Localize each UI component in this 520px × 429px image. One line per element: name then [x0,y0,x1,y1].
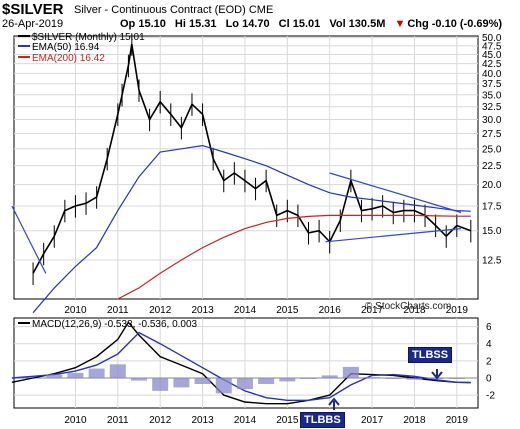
legend-ema200-label: EMA(200) 16.42 [32,53,105,64]
macd-x-tick-label: 2019 [446,415,469,426]
price-y-tick-label: 45.0 [482,50,502,61]
price-y-tick-label: 17.5 [482,201,502,212]
macd-histogram-bar [406,378,423,380]
macd-histogram-bar [131,378,148,381]
symbol-title: $SILVER [2,1,64,18]
price-x-tick-label: 2011 [107,305,129,316]
description-text: Silver - Continuous Contract (EOD) [74,4,246,16]
price-y-tick-label: 35.0 [482,90,502,101]
macd-histogram-bar [67,372,84,378]
macd-x-tick-label: 2015 [276,415,299,426]
price-x-tick-label: 2013 [191,305,214,316]
price-y-tick-label: 40.0 [482,69,502,80]
price-y-tick-label: 32.5 [482,102,502,113]
price-legend: $SILVER (Monthly) 15.01 EMA(50) 16.94 EM… [18,32,145,64]
macd-x-tick-label: 2010 [64,415,87,426]
price-x-tick-label: 2012 [149,305,172,316]
tlbss-arrow [431,369,443,380]
macd-histogram-bar [321,375,338,378]
quote-open: Op 15.10 [120,18,166,30]
price-x-tick-label: 2010 [64,305,87,316]
watermark: © StockCharts.com [365,301,452,312]
trendline [325,228,462,243]
macd-histogram-bar [448,377,465,379]
tlbss-annotation: TLBSS [408,347,453,363]
price-y-tick-label: 12.5 [482,255,502,266]
price-y-tick-label: 42.5 [482,59,502,70]
quote-bar: Op 15.10 Hi 15.31 Lo 14.70 Cl 15.01 Vol … [120,18,508,30]
macd-histogram-bar [215,378,232,394]
macd-histogram-bar [342,366,359,378]
macd-x-tick-label: 2011 [107,415,129,426]
exchange-text: CME [248,4,274,16]
price-y-tick-label: 27.5 [482,129,502,140]
legend-macd-label: MACD(12,26,9) -0.533, -0.536, 0.003 [32,319,198,330]
price-x-tick-label: 2016 [319,305,342,316]
macd-histogram-bar [194,378,211,384]
macd-x-tick-label: 2017 [361,415,384,426]
macd-panel-frame [13,317,479,409]
macd-histogram-bar [427,378,444,379]
price-x-tick-label: 2015 [276,305,299,316]
symbol-description: Silver - Continuous Contract (EOD) CME [74,4,273,16]
quote-high: Hi 15.31 [174,18,217,30]
price-panel-frame [13,35,479,300]
tlbbs-annotation: TLBBS [300,412,345,428]
macd-x-tick-label: 2014 [234,415,257,426]
ema50-series-line [32,144,471,314]
quote-change: Chg -0.10 (-0.69%) [407,18,503,30]
macd-histogram-bar [385,378,402,379]
price-y-tick-label: 50.0 [482,33,502,44]
macd-x-tick-label: 2013 [191,415,214,426]
trendline [11,205,47,274]
quote-low: Lo 14.70 [225,18,270,30]
macd-histogram-bar [46,374,63,378]
price-x-tick-label: 2019 [446,305,469,316]
macd-y-tick-label: -2 [486,391,495,402]
price-y-tick-label: 20.0 [482,180,502,191]
price-y-tick-label: 30.0 [482,115,502,126]
price-x-tick-label: 2017 [361,305,384,316]
macd-x-tick-label: 2012 [149,415,172,426]
macd-y-tick-label: 0 [486,374,492,385]
tlbbs-arrow [328,397,340,410]
macd-x-tick-label: 2018 [403,415,426,426]
macd-histogram-bar [173,378,190,388]
macd-line [11,321,471,405]
trendline [329,172,462,214]
price-x-tick-label: 2018 [403,305,426,316]
macd-histogram-bar [88,368,105,378]
ema200-series-line [117,214,471,300]
macd-signal-line [11,331,471,401]
macd-histogram-bar [258,378,275,384]
macd-histogram-bar [236,378,253,390]
quote-close: Cl 15.01 [278,18,321,30]
macd-y-tick-label: 4 [486,339,492,350]
price-x-tick-label: 2014 [234,305,257,316]
macd-legend: MACD(12,26,9) -0.533, -0.536, 0.003 [18,319,198,330]
quote-date: 26-Apr-2019 [2,18,64,30]
macd-y-tick-label: 2 [486,356,492,367]
legend-ema50-label: EMA(50) 16.94 [32,42,100,53]
macd-y-tick-label: 6 [486,322,492,333]
macd-histogram-bar [364,377,381,379]
chart-header: $SILVER Silver - Continuous Contract (EO… [0,0,520,36]
price-y-tick-label: 37.5 [482,79,502,90]
quote-volume: Vol 130.5M [329,18,386,30]
price-y-tick-label: 25.0 [482,144,502,155]
macd-histogram-bar [300,378,317,379]
legend-price-label: $SILVER (Monthly) 15.01 [32,32,145,43]
price-y-tick-label: 22.5 [482,161,502,172]
price-series-line [32,43,472,274]
macd-histogram-bar [109,364,126,378]
macd-histogram-bar [152,378,169,391]
price-y-tick-label: 15.0 [482,226,502,237]
price-y-tick-label: 47.5 [482,41,502,52]
macd-histogram-bar [279,378,296,382]
quote-change-arrow: ▼ [394,18,406,30]
